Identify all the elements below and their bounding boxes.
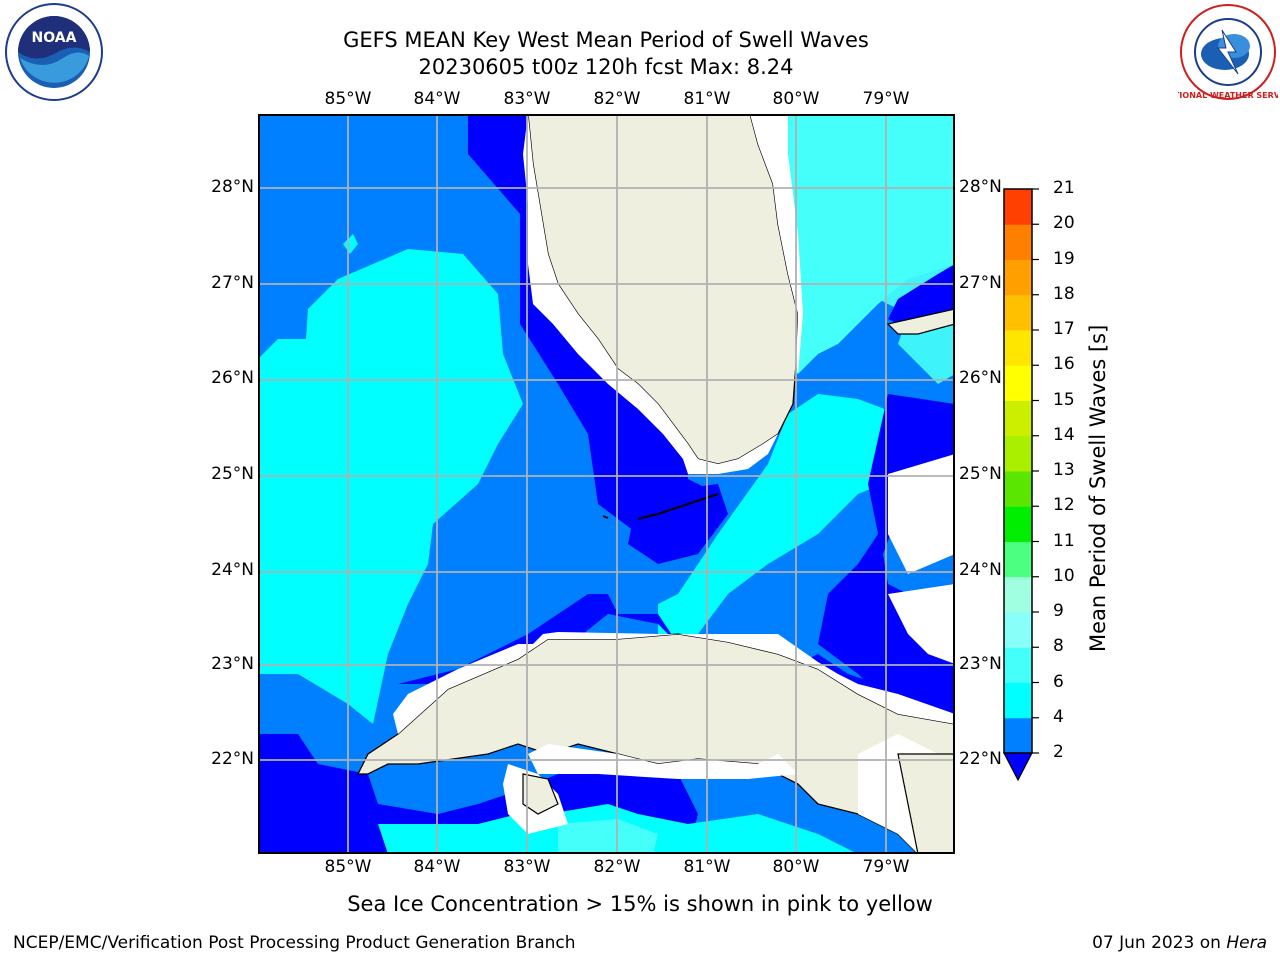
sea-ice-caption: Sea Ice Concentration > 15% is shown in …	[347, 892, 933, 916]
swell-field-6-8-southcuba	[558, 819, 658, 854]
swell-field-0-2-bahamas	[818, 394, 955, 734]
colorbar-block	[1004, 365, 1032, 401]
lat-label-left: 22°N	[211, 749, 254, 769]
no-data-bahamas-east	[888, 454, 955, 574]
noaa-logo-text: NOAA	[32, 30, 77, 46]
swell-field-0-2-keys	[628, 484, 728, 564]
no-data-bahamas-southeast	[888, 584, 955, 664]
grand-bahama	[886, 308, 955, 335]
lon-label-bottom: 85°W	[324, 857, 372, 877]
colorbar-tick-label: 15	[1053, 389, 1075, 410]
colorbar-tick-label: 14	[1053, 424, 1075, 445]
colorbar-extend-arrow	[1003, 752, 1033, 782]
lon-label-top: 83°W	[503, 89, 551, 109]
colorbar-block	[1004, 294, 1032, 331]
colorbar-tick-label: 12	[1053, 495, 1075, 516]
colorbar-tick-label: 10	[1053, 565, 1075, 586]
colorbar-tick-label: 17	[1053, 319, 1075, 339]
colorbar-block	[1004, 471, 1032, 507]
lat-label-left: 26°N	[211, 368, 254, 388]
footer-host: Hera	[1226, 933, 1267, 953]
lat-label-right: 23°N	[959, 654, 1002, 674]
lon-label-top: 85°W	[324, 89, 372, 109]
lon-label-top: 82°W	[593, 89, 641, 109]
map-subtitle: 20230605 t00z 120h fcst Max: 8.24	[418, 55, 794, 79]
lat-label-left: 27°N	[211, 273, 254, 293]
lat-label-left: 24°N	[211, 560, 254, 580]
nws-logo-icon: NATIONAL WEATHER SERVICE	[1178, 4, 1278, 100]
swell-field-4-6-west	[258, 249, 523, 724]
lon-label-top: 79°W	[862, 89, 910, 109]
nws-logo-text: NATIONAL WEATHER SERVICE	[1178, 91, 1278, 100]
colorbar-tick-label: 9	[1053, 601, 1064, 621]
colorbar-block	[1004, 717, 1032, 754]
lon-label-bottom: 79°W	[862, 857, 910, 877]
colorbar-block	[1004, 400, 1032, 437]
dry-tortugas	[602, 515, 609, 519]
no-data-halo-florida	[523, 114, 778, 474]
colorbar-block	[1004, 576, 1032, 613]
lon-label-bottom: 82°W	[593, 857, 641, 877]
lat-label-right: 22°N	[959, 749, 1002, 769]
colorbar-block	[1004, 259, 1032, 296]
colorbar-tick-label: 4	[1053, 706, 1064, 727]
hispaniola-edge	[897, 753, 955, 854]
map-title: GEFS MEAN Key West Mean Period of Swell …	[343, 28, 869, 52]
colorbar-tick-label: 20	[1053, 213, 1075, 234]
no-data-halo-east-florida	[750, 114, 803, 374]
isla-juventud	[522, 773, 559, 815]
colorbar	[1003, 188, 1039, 782]
colorbar-tick-label: 16	[1053, 354, 1075, 375]
lon-label-top: 84°W	[413, 89, 461, 109]
no-data-south-cuba	[528, 744, 798, 779]
florida-keys	[637, 493, 719, 520]
colorbar-tick-label: 19	[1053, 248, 1075, 269]
colorbar-tick-label: 8	[1053, 636, 1064, 657]
map-frame	[258, 114, 955, 854]
lat-label-left: 28°N	[211, 177, 254, 197]
colorbar-block	[1004, 541, 1032, 578]
colorbar-block	[1004, 435, 1032, 472]
colorbar-block	[1004, 682, 1032, 719]
lat-label-left: 25°N	[211, 464, 254, 484]
footer-date: 07 Jun 2023 on Hera	[1092, 933, 1267, 953]
lat-label-left: 23°N	[211, 654, 254, 674]
colorbar-tick-label: 6	[1053, 671, 1064, 692]
lat-label-right: 25°N	[959, 464, 1002, 484]
colorbar-tick-label: 21	[1053, 178, 1075, 198]
lon-label-bottom: 83°W	[503, 857, 551, 877]
noaa-logo-icon: NOAA	[5, 3, 103, 101]
cuba-landmass	[356, 633, 955, 854]
lat-label-right: 26°N	[959, 368, 1002, 388]
colorbar-block	[1004, 224, 1032, 260]
colorbar-tick-label: 11	[1053, 530, 1075, 551]
lat-label-right: 24°N	[959, 560, 1002, 580]
footer-date-text: 07 Jun 2023 on	[1092, 933, 1227, 953]
colorbar-tick-label: 13	[1053, 460, 1075, 480]
lon-label-bottom: 80°W	[772, 857, 820, 877]
colorbar-label: Mean Period of Swell Waves [s]	[1086, 324, 1110, 652]
lat-label-right: 28°N	[959, 177, 1002, 197]
swell-field-0-2-northcuba	[398, 594, 955, 734]
lon-label-top: 80°W	[772, 89, 820, 109]
swell-period-map	[258, 114, 955, 854]
colorbar-block	[1004, 330, 1032, 366]
colorbar-block	[1004, 506, 1032, 542]
lon-label-bottom: 81°W	[683, 857, 731, 877]
colorbar-block	[1004, 612, 1032, 648]
colorbar-block	[1004, 647, 1032, 683]
lon-label-top: 81°W	[683, 89, 731, 109]
lon-label-bottom: 84°W	[413, 857, 461, 877]
map-grid	[258, 114, 955, 854]
colorbar-block	[1004, 189, 1032, 225]
colorbar-tick-label: 2	[1053, 742, 1064, 762]
lat-label-right: 27°N	[959, 273, 1002, 293]
swell-field-4-6-spot	[343, 234, 358, 254]
footer-credit: NCEP/EMC/Verification Post Processing Pr…	[13, 933, 576, 953]
no-data-halo-cuba	[393, 632, 955, 734]
colorbar-tick-label: 18	[1053, 283, 1075, 304]
